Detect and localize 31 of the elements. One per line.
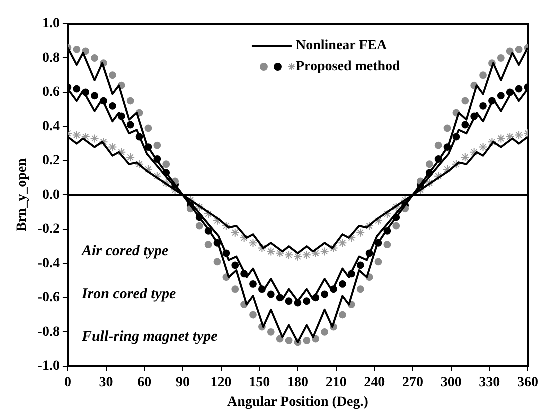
y-tick-label: 0.4 — [42, 119, 60, 134]
legend-label: Nonlinear FEA — [296, 38, 388, 54]
x-axis-title: Angular Position (Deg.) — [228, 395, 369, 410]
x-tick-label: 30 — [99, 375, 114, 390]
y-tick-label: -0.8 — [38, 324, 60, 340]
y-tick-label: -0.6 — [38, 290, 60, 306]
y-axis-title: Brn_y_open — [15, 158, 30, 232]
legend-label: Proposed method — [296, 60, 401, 75]
y-tick-label: -0.4 — [38, 256, 60, 272]
y-tick-label: 0.8 — [42, 50, 60, 66]
x-tick-label: 330 — [479, 375, 500, 390]
x-tick-label: 270 — [402, 375, 424, 390]
x-tick-label: 240 — [364, 375, 386, 390]
y-tick-label: -1.0 — [38, 359, 60, 374]
y-tick-label: -0.2 — [38, 222, 60, 238]
x-tick-label: 180 — [287, 375, 308, 390]
x-tick-label: 90 — [176, 375, 190, 390]
x-tick-label: 0 — [64, 375, 72, 390]
x-tick-label: 60 — [138, 375, 152, 390]
y-tick-label: 0.6 — [42, 85, 60, 100]
x-tick-label: 360 — [518, 375, 538, 390]
x-tick-label: 150 — [249, 375, 270, 390]
annotation: Iron cored type — [80, 286, 176, 302]
y-tick-label: 1.0 — [42, 16, 60, 32]
y-tick-label: 0.2 — [42, 154, 60, 169]
annotation: Air cored type — [80, 244, 169, 260]
x-tick-label: 120 — [210, 375, 232, 390]
x-tick-label: 300 — [440, 375, 462, 390]
x-tick-label: 210 — [326, 375, 347, 390]
y-tick-label: 0.0 — [42, 188, 60, 203]
annotation: Full-ring magnet type — [80, 329, 218, 346]
